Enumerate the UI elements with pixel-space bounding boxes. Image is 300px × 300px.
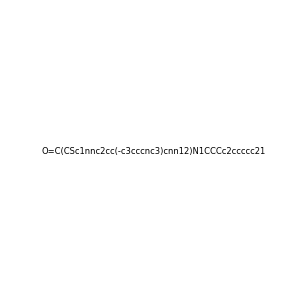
Text: O=C(CSc1nnc2cc(-c3cccnc3)cnn12)N1CCCc2ccccc21: O=C(CSc1nnc2cc(-c3cccnc3)cnn12)N1CCCc2cc… [42, 147, 266, 156]
